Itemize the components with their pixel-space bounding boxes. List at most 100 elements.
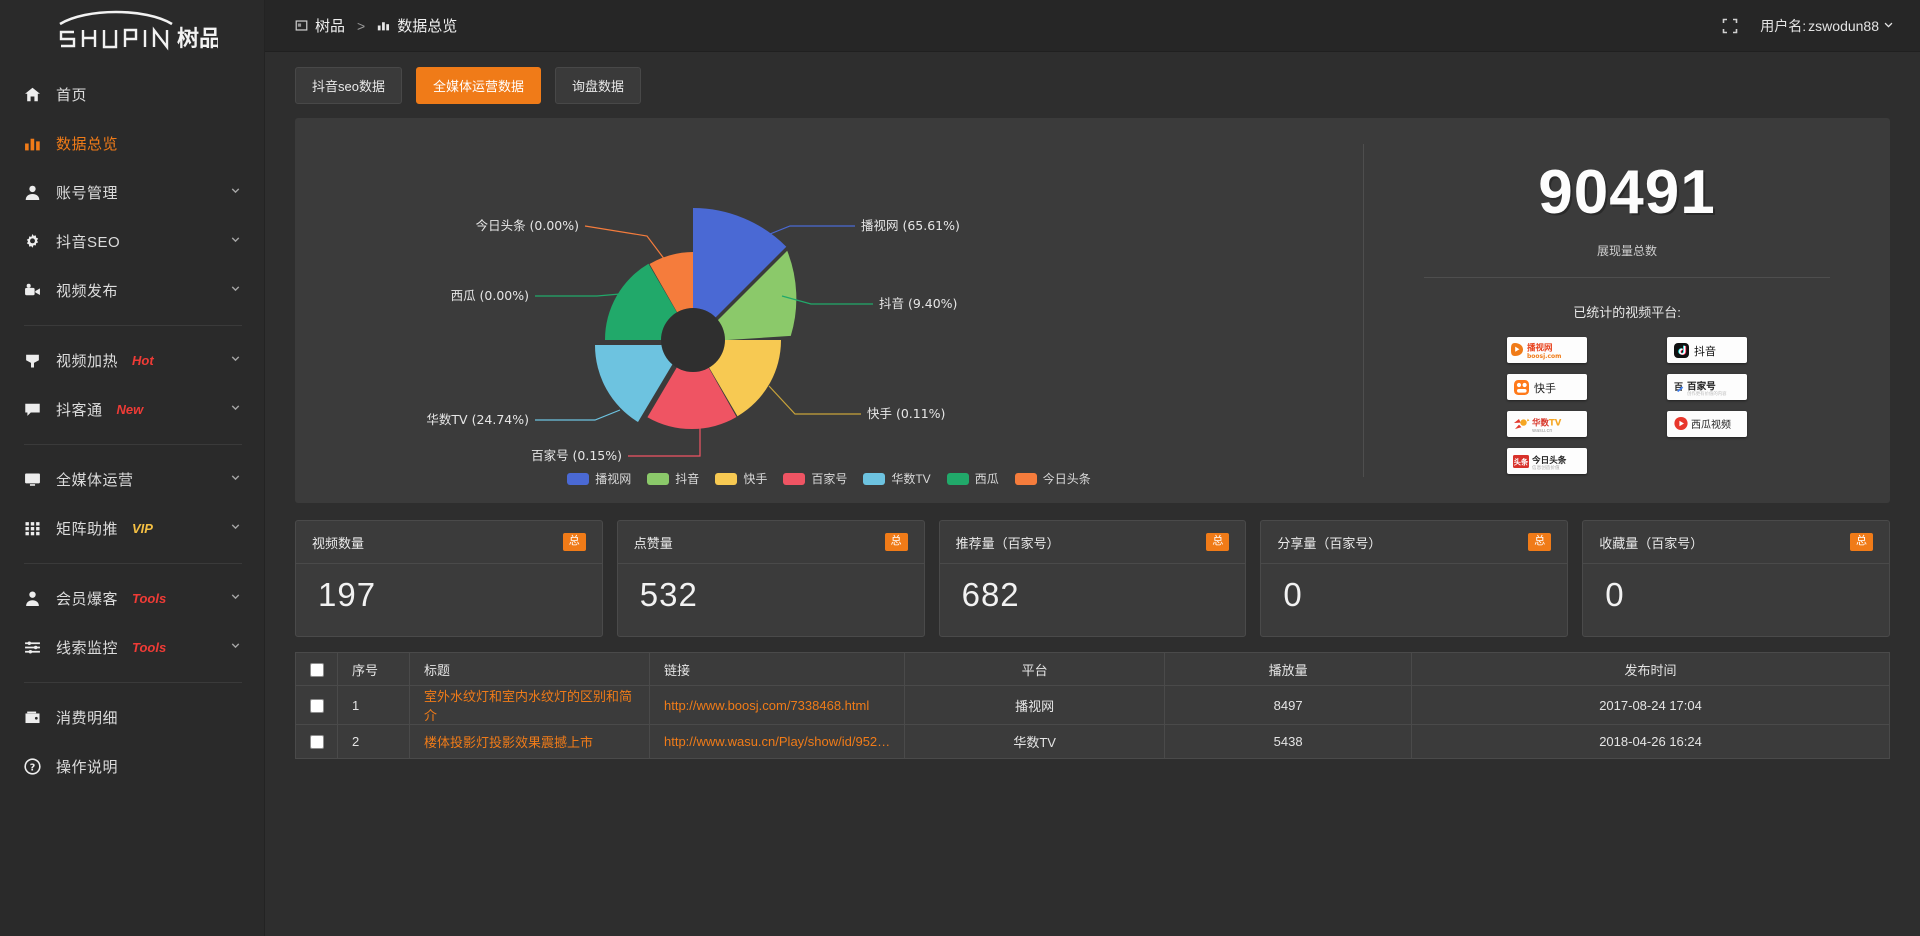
platform-share-rose-chart[interactable]: 播视网 (65.61%) 抖音 (9.40%) 快手 (0.11%) 百家号 (… (295, 118, 1363, 503)
sliders-icon (24, 639, 44, 656)
table-header-select-all (295, 652, 338, 686)
chevron-down-icon[interactable] (229, 471, 242, 489)
legend-label: 抖音 (675, 472, 700, 486)
row-checkbox[interactable] (309, 735, 324, 750)
pie-slice-douyin[interactable] (696, 250, 797, 342)
douyin-logo[interactable]: 抖音 (1667, 337, 1747, 363)
video-camera-icon (24, 282, 44, 299)
legend-swatch (567, 472, 590, 485)
sidebar-item-badge: Hot (132, 353, 154, 368)
card-title: 点赞量 (633, 535, 673, 551)
card-header: 分享量（百家号） 总 (1261, 521, 1568, 564)
sidebar-item-douyin-seo[interactable]: 抖音SEO (0, 217, 264, 266)
breadcrumb-item-root[interactable]: 树品 (295, 15, 345, 36)
status-badge: 总 (1849, 533, 1873, 551)
breadcrumb-separator: > (357, 17, 366, 34)
card-value: 682 (961, 576, 1020, 613)
card-title: 分享量（百家号） (1277, 535, 1382, 551)
grid-icon (24, 520, 44, 537)
breadcrumb-item-current[interactable]: 数据总览 (377, 15, 457, 36)
legend-swatch (946, 472, 969, 485)
table-body: 1 室外水纹灯和室内水纹灯的区别和简介 http://www.boosj.com… (295, 685, 1890, 759)
chevron-down-icon[interactable] (229, 184, 242, 202)
chevron-down-icon[interactable] (229, 401, 242, 419)
row-title-link[interactable]: 室外水纹灯和室内水纹灯的区别和简介 (424, 689, 633, 723)
sidebar-item-badge: Tools (132, 640, 167, 655)
row-checkbox[interactable] (309, 698, 324, 713)
table-header-title: 标题 (409, 652, 650, 686)
sidebar-item-data-overview[interactable]: 数据总览 (0, 119, 264, 168)
fire-rocket-icon (24, 352, 44, 369)
table-header-row: 序号 标题 链接 平台 播放量 发布时间 (295, 652, 1890, 686)
svg-text:TV: TV (1549, 419, 1562, 429)
sidebar-item-label: 抖音SEO (56, 234, 121, 251)
row-link-cell: http://www.wasu.cn/Play/show/id/952… (648, 724, 906, 759)
pie-label-kuaishou: 快手 (0.11%) (867, 406, 945, 421)
breadcrumb-label: 数据总览 (397, 18, 458, 35)
legend-label: 播视网 (595, 472, 632, 486)
legend-item-xigua[interactable]: 西瓜 (946, 470, 999, 487)
row-title-cell: 室外水纹灯和室内水纹灯的区别和简介 (409, 685, 650, 725)
row-title-link[interactable]: 楼体投影灯投影效果震撼上市 (424, 735, 594, 750)
tab-omnimedia-ops[interactable]: 全媒体运营数据 (415, 67, 541, 104)
legend-item-boosj[interactable]: 播视网 (567, 470, 631, 487)
select-all-checkbox[interactable] (309, 662, 324, 677)
row-platform: 播视网 (904, 685, 1166, 725)
svg-text:wasu.cn: wasu.cn (1532, 428, 1552, 434)
pie-slice-boosj[interactable] (693, 208, 787, 340)
overview-panel-wrap: 播视网 (65.61%) 抖音 (9.40%) 快手 (0.11%) 百家号 (… (265, 118, 1920, 503)
sidebar-item-lead-monitor[interactable]: 线索监控 Tools (0, 623, 264, 672)
table-row[interactable]: 1 室外水纹灯和室内水纹灯的区别和简介 http://www.boosj.com… (295, 685, 1890, 725)
legend-item-wasu[interactable]: 华数TV (863, 470, 931, 487)
sidebar-item-video-publish[interactable]: 视频发布 (0, 266, 264, 315)
table-row[interactable]: 2 楼体投影灯投影效果震撼上市 http://www.wasu.cn/Play/… (295, 724, 1890, 759)
sidebar-item-label: 会员爆客 (56, 591, 119, 608)
main-content: 树品 > 数据总览 用户名: zswodun8 (265, 0, 1920, 936)
legend-label: 快手 (743, 472, 768, 486)
chevron-down-icon[interactable] (229, 352, 242, 370)
legend-item-toutiao[interactable]: 今日头条 (1014, 470, 1091, 487)
tab-douyin-seo[interactable]: 抖音seo数据 (295, 67, 402, 104)
chevron-down-icon[interactable] (229, 233, 242, 251)
chevron-down-icon[interactable] (229, 590, 242, 608)
sidebar-item-account-management[interactable]: 账号管理 (0, 168, 264, 217)
sidebar-item-instructions[interactable]: ? 操作说明 (0, 742, 264, 791)
pie-slice-baijiahao[interactable] (647, 340, 737, 430)
chevron-down-icon[interactable] (229, 639, 242, 657)
pie-label-baijiahao: 百家号 (0.15%) (531, 448, 622, 463)
brand-logo[interactable]: 树品 (0, 0, 264, 58)
pie-label-toutiao: 今日头条 (0.00%) (476, 218, 579, 233)
sidebar-item-video-boost[interactable]: 视频加热 Hot (0, 336, 264, 385)
chevron-down-icon[interactable] (229, 520, 242, 538)
tab-inquiry[interactable]: 询盘数据 (554, 67, 641, 104)
gear-icon (24, 233, 44, 250)
legend-swatch (647, 472, 670, 485)
leader-line-wasu (535, 409, 621, 421)
legend-item-kuaishou[interactable]: 快手 (715, 470, 767, 487)
sidebar-item-home[interactable]: 首页 (0, 70, 264, 119)
svg-text:百家号: 百家号 (1687, 380, 1716, 392)
pie-slice-wasu[interactable] (594, 345, 684, 422)
row-url-link[interactable]: http://www.boosj.com/7338468.html (664, 697, 870, 713)
legend-swatch (863, 472, 886, 485)
fullscreen-icon[interactable] (1722, 18, 1738, 34)
sidebar-item-doukeetong[interactable]: 抖客通 New (0, 385, 264, 434)
row-url-link[interactable]: http://www.wasu.cn/Play/show/id/952… (664, 734, 891, 749)
xigua-logo[interactable]: 西瓜视频 (1667, 411, 1747, 437)
legend-item-douyin[interactable]: 抖音 (647, 470, 699, 487)
kuaishou-logo[interactable]: 快手 (1507, 374, 1587, 400)
sidebar-item-matrix-boost[interactable]: 矩阵助推 VIP (0, 504, 264, 553)
chevron-down-icon[interactable] (229, 282, 242, 300)
sidebar-item-member-leads[interactable]: 会员爆客 Tools (0, 574, 264, 623)
sidebar-item-billing-detail[interactable]: 消费明细 (0, 693, 264, 742)
wasu-logo[interactable]: 华数 TV wasu.cn (1507, 411, 1587, 437)
user-menu[interactable]: 用户名: zswodun88 (1760, 16, 1894, 36)
toutiao-logo[interactable]: 头条 今日头条 信息创造价值 (1507, 448, 1587, 474)
baijiahao-logo[interactable]: 百 百家号 创作更有价值的内容 (1667, 374, 1747, 400)
boosj-logo[interactable]: 播视网 boosj.com (1507, 337, 1587, 363)
sidebar-item-omnimedia-ops[interactable]: 全媒体运营 (0, 455, 264, 504)
legend-item-baijiahao[interactable]: 百家号 (783, 470, 847, 487)
legend-label: 华数TV (891, 472, 931, 486)
row-select-cell (295, 724, 338, 759)
sidebar-item-label: 矩阵助推 (56, 521, 119, 538)
